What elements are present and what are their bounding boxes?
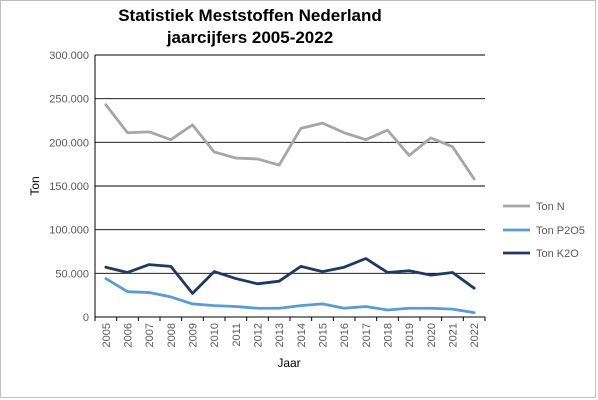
y-tick-label: 0 <box>83 312 89 324</box>
series-line-3 <box>104 257 476 295</box>
chart-title-line1: Statistiek Meststoffen Nederland <box>118 6 382 25</box>
x-tick-label: 2013 <box>274 323 286 347</box>
x-tick-label: 2018 <box>383 323 395 347</box>
legend-label: Ton N <box>536 201 565 213</box>
y-tick-label: 300.000 <box>49 50 89 62</box>
x-tick-label: 2019 <box>404 323 416 347</box>
series-lines <box>104 103 476 315</box>
y-tick-label: 100.000 <box>49 225 89 237</box>
x-tick-label: 2014 <box>296 323 308 347</box>
x-tick-label: 2009 <box>188 323 200 347</box>
legend: Ton N Ton P2O5 Ton K2O <box>503 201 585 260</box>
x-tick-label: 2020 <box>426 323 438 347</box>
y-tick-label: 200.000 <box>49 137 89 149</box>
x-tick-label: 2005 <box>101 323 113 347</box>
y-axis-label: Ton <box>28 176 42 195</box>
y-tick-labels: 0 50.000 100.000 150.000 200.000 250.000 300.0… <box>49 50 89 324</box>
x-tick-label: 2010 <box>209 323 221 347</box>
y-tick-label: 50.000 <box>55 268 89 280</box>
x-tick-label: 2017 <box>361 323 373 347</box>
x-tick-label: 2008 <box>166 323 178 347</box>
y-tick-label: 150.000 <box>49 181 89 193</box>
chart-title-line2: jaarcijfers 2005-2022 <box>166 28 333 47</box>
x-tick-label: 2007 <box>144 323 156 347</box>
series-line-2 <box>104 277 476 315</box>
grid-lines <box>94 54 485 318</box>
x-tick-label: 2011 <box>231 323 243 347</box>
x-tick-label: 2006 <box>123 323 135 347</box>
legend-label: Ton K2O <box>536 248 579 260</box>
y-tick-label: 250.000 <box>49 94 89 106</box>
x-axis-label: Jaar <box>277 356 300 370</box>
legend-label: Ton P2O5 <box>536 225 585 237</box>
x-tick-label: 2012 <box>253 323 265 347</box>
x-tick-label: 2022 <box>469 323 481 347</box>
series-line-1 <box>104 103 476 181</box>
x-tick-label: 2016 <box>339 323 351 347</box>
x-tick-label: 2021 <box>448 323 460 347</box>
x-tick-label: 2015 <box>318 323 330 347</box>
x-tick-labels: 2005 2006 2007 2008 2009 2010 2011 2012 2013 2014… <box>94 317 486 347</box>
